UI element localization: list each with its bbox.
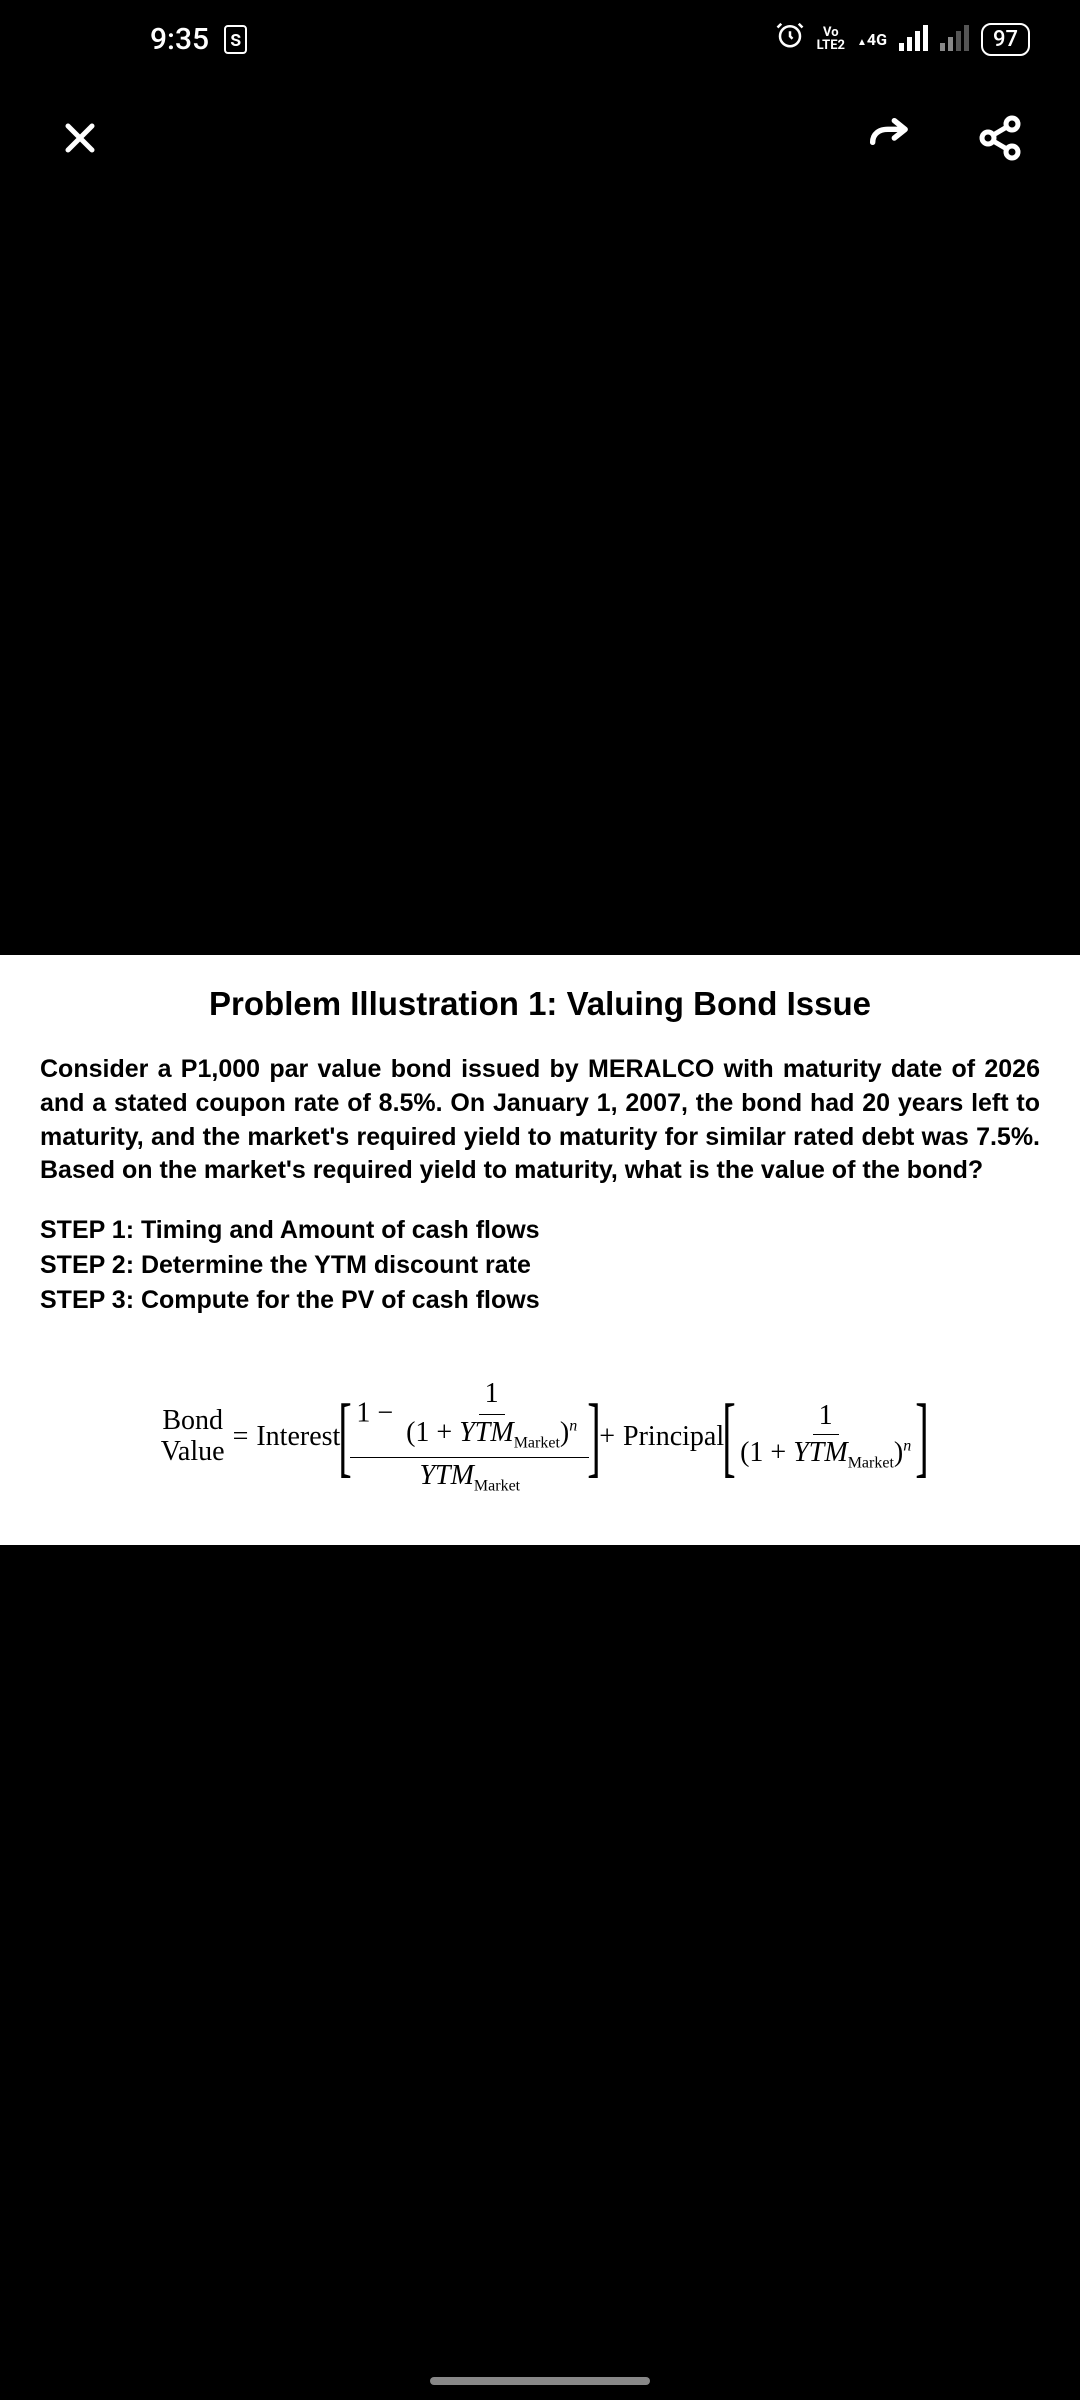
discount-factor: 1 (1 + YTMMarket)n [734,1400,917,1473]
forward-icon [864,112,916,164]
status-right: Vo LTE2 ▲4G 97 [775,20,1030,58]
signal-bars-1 [899,27,928,51]
formula-lhs: Bond Value [161,1406,225,1468]
step-3: STEP 3: Compute for the PV of cash flows [40,1283,1040,1318]
bond-formula: Bond Value = Interest [ 1 − 1 (1 + YTMMa… [40,1378,1040,1495]
bracket-open-2: [ [722,1410,735,1464]
step-2: STEP 2: Determine the YTM discount rate [40,1248,1040,1283]
formula-equals: = [233,1421,249,1453]
document-body: Consider a P1,000 par value bond issued … [40,1053,1040,1188]
home-indicator[interactable] [430,2377,650,2385]
document-content: Problem Illustration 1: Valuing Bond Iss… [0,955,1080,1545]
step-1: STEP 1: Timing and Amount of cash flows [40,1213,1040,1248]
share-icon [976,114,1024,162]
bracket-close-2: ] [915,1410,928,1464]
volte-icon: Vo LTE2 [817,26,845,52]
status-left: 9:35 s [150,22,247,57]
close-icon [56,114,104,162]
share-button[interactable] [970,108,1030,168]
close-button[interactable] [50,108,110,168]
forward-button[interactable] [860,108,920,168]
formula-principal: Principal [623,1421,724,1453]
document-title: Problem Illustration 1: Valuing Bond Iss… [40,985,1040,1023]
battery-indicator: 97 [981,23,1030,56]
document-steps: STEP 1: Timing and Amount of cash flows … [40,1213,1040,1318]
samsung-icon: s [224,25,247,54]
app-bar-right [860,108,1030,168]
bracket-close-1: ] [587,1410,600,1464]
alarm-icon [775,20,805,58]
formula-interest: Interest [256,1421,340,1453]
formula-plus: + [599,1421,615,1453]
bracket-open-1: [ [339,1410,352,1464]
annuity-factor: 1 − 1 (1 + YTMMarket)n YTMMarket [350,1378,589,1495]
app-bar [0,78,1080,198]
4g-label: ▲4G [857,30,887,49]
status-bar: 9:35 s Vo LTE2 ▲4G 97 [0,0,1080,78]
status-time: 9:35 [150,22,209,57]
signal-bars-2 [940,27,969,51]
